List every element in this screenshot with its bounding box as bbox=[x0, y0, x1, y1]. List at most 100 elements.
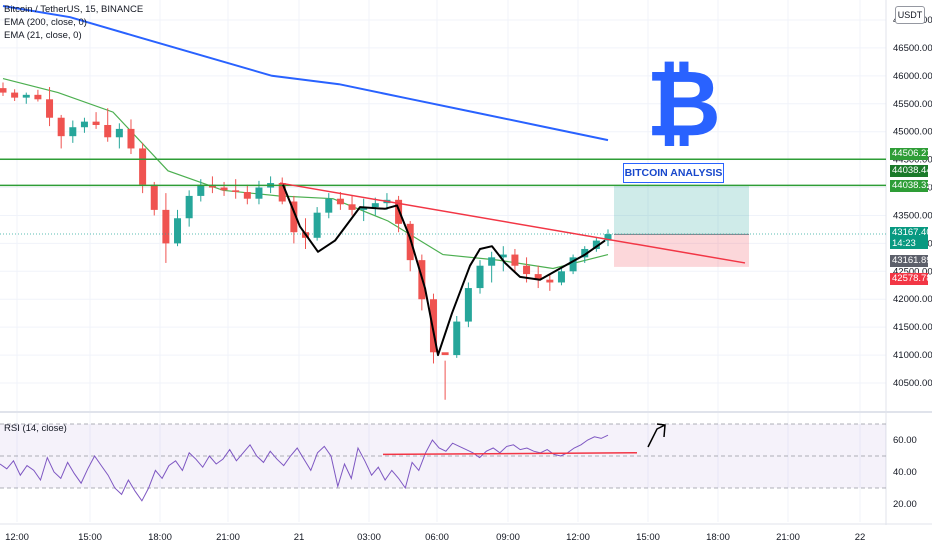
candle-body bbox=[162, 209, 170, 244]
time-tick-label: 18:00 bbox=[706, 532, 730, 543]
ema-21-legend[interactable]: EMA (21, close, 0) bbox=[4, 30, 82, 41]
candle-body bbox=[429, 299, 437, 353]
rsi-tick-label: 40.00 bbox=[893, 467, 917, 478]
time-tick-label: 03:00 bbox=[357, 532, 381, 543]
candle-body bbox=[534, 274, 542, 280]
candle-body bbox=[488, 257, 496, 266]
time-tick-label: 21:00 bbox=[776, 532, 800, 543]
candle-body bbox=[0, 88, 7, 93]
time-tick-label: 12:00 bbox=[566, 532, 590, 543]
rsi-line bbox=[0, 434, 609, 502]
price-tick-label: 45500.00 bbox=[893, 99, 932, 110]
candle-body bbox=[441, 352, 449, 356]
current-price-tag: 43167.40 14:23 bbox=[890, 227, 932, 249]
time-tick-label: 21:00 bbox=[216, 532, 240, 543]
candle-body bbox=[546, 279, 554, 283]
grid-lines bbox=[0, 0, 932, 525]
target-price-tag: 44038.32 bbox=[890, 180, 932, 192]
rsi-tick-label: 60.00 bbox=[893, 435, 917, 446]
upper-level-price-tag: 44506.21 bbox=[890, 148, 932, 160]
position-loss-zone bbox=[614, 234, 749, 267]
candle-body bbox=[208, 184, 216, 188]
candle-body bbox=[197, 184, 205, 196]
price-tick-label: 42000.00 bbox=[893, 294, 932, 305]
candle-body bbox=[336, 198, 344, 205]
candle-body bbox=[325, 198, 333, 213]
price-tick-label: 46500.00 bbox=[893, 43, 932, 54]
candle-body bbox=[34, 94, 42, 100]
candle-body bbox=[255, 187, 263, 199]
ema-200-line bbox=[2, 5, 609, 142]
time-tick-label: 15:00 bbox=[636, 532, 660, 543]
candle-body bbox=[464, 288, 472, 322]
candle-body bbox=[592, 240, 600, 249]
price-tick-label: 42500.00 bbox=[893, 266, 932, 277]
candle-body bbox=[476, 265, 484, 289]
candle-body bbox=[243, 192, 251, 199]
currency-unit-button[interactable]: USDT bbox=[895, 6, 925, 24]
position-profit-zone bbox=[614, 185, 749, 235]
candle-body bbox=[290, 201, 298, 233]
candle-body bbox=[453, 321, 461, 356]
symbol-title[interactable]: Bitcoin / TetherUS, 15, BINANCE bbox=[4, 4, 144, 15]
price-tick-label: 45000.00 bbox=[893, 127, 932, 138]
rsi-arrow bbox=[647, 423, 666, 448]
time-tick-label: 12:00 bbox=[5, 532, 29, 543]
candlesticks bbox=[0, 82, 612, 400]
price-tick-label: 41500.00 bbox=[893, 322, 932, 333]
candle-body bbox=[139, 148, 147, 185]
bitcoin-logo-icon: ₿ bbox=[646, 50, 721, 157]
time-axis[interactable]: 12:00 15:00 18:00 21:00 21 03:00 06:00 09:00 12:… bbox=[5, 532, 865, 543]
candle-body bbox=[348, 204, 356, 210]
rsi-legend[interactable]: RSI (14, close) bbox=[4, 423, 67, 434]
candle-body bbox=[11, 92, 19, 98]
lower-level-price-tag: 44038.44 bbox=[890, 165, 932, 177]
candle-body bbox=[104, 124, 112, 138]
candle-body bbox=[185, 195, 193, 219]
price-axis[interactable]: 40500.00 41000.00 41500.00 42000.00 42500.00… bbox=[893, 15, 932, 510]
candle-body bbox=[69, 127, 77, 137]
candle-body bbox=[581, 248, 589, 258]
candle-body bbox=[604, 234, 612, 241]
time-tick-label: 09:00 bbox=[496, 532, 520, 543]
candle-body bbox=[92, 121, 100, 125]
ema-21-path bbox=[2, 78, 609, 270]
drawings[interactable] bbox=[0, 158, 886, 357]
stop-price-tag: 42578.78 bbox=[890, 273, 932, 285]
candle-body bbox=[313, 212, 321, 238]
position-tool[interactable] bbox=[614, 185, 749, 267]
time-tick-label: 06:00 bbox=[425, 532, 449, 543]
rsi-trendline bbox=[382, 452, 638, 456]
candle-body bbox=[569, 257, 577, 272]
candle-body bbox=[150, 184, 158, 210]
time-tick-label: 18:00 bbox=[148, 532, 172, 543]
candle-body bbox=[174, 218, 182, 244]
candle-body bbox=[80, 121, 88, 128]
candle-body bbox=[115, 128, 123, 138]
price-tick-label: 41000.00 bbox=[893, 350, 932, 361]
current-price-value: 43167.40 bbox=[892, 227, 932, 238]
analysis-text-label[interactable]: BITCOIN ANALYSIS bbox=[623, 163, 724, 183]
candle-body bbox=[511, 254, 519, 266]
candle-body bbox=[127, 128, 135, 149]
candle-body bbox=[57, 117, 65, 137]
price-tick-label: 43500.00 bbox=[893, 210, 932, 221]
candle-body bbox=[278, 183, 286, 202]
candle-body bbox=[22, 94, 30, 98]
rsi-pane bbox=[0, 423, 886, 502]
candle-body bbox=[523, 265, 531, 275]
pattern-curve bbox=[282, 184, 606, 357]
candle-body bbox=[220, 187, 228, 191]
candle-body bbox=[499, 254, 507, 258]
candle-body bbox=[46, 99, 54, 118]
time-tick-label: 15:00 bbox=[78, 532, 102, 543]
trendline bbox=[279, 182, 746, 264]
ema-200-path bbox=[2, 5, 609, 142]
time-tick-label: 22 bbox=[855, 532, 866, 543]
price-tick-label: 46000.00 bbox=[893, 71, 932, 82]
time-tick-label: 21 bbox=[294, 532, 305, 543]
ema-200-legend[interactable]: EMA (200, close, 0) bbox=[4, 17, 87, 28]
bar-countdown: 14:23 bbox=[892, 238, 916, 249]
